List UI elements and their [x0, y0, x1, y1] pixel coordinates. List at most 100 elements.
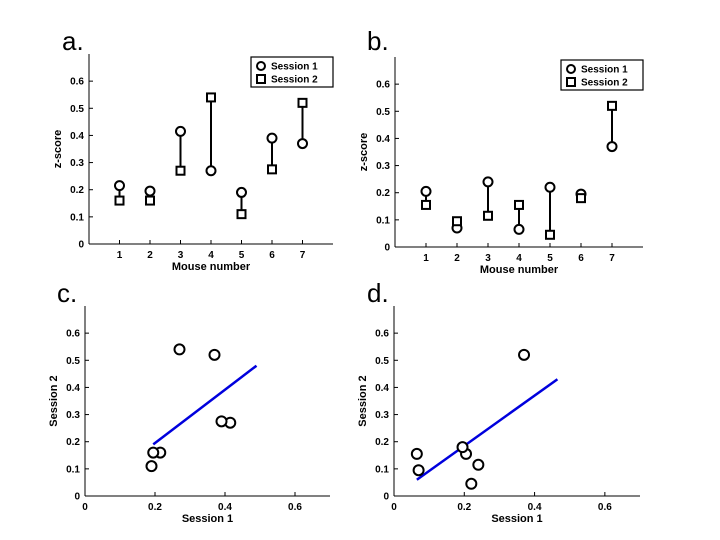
panel-label-c: c. — [57, 278, 78, 308]
data-point — [412, 464, 425, 477]
x-tick-label: 0.2 — [148, 502, 162, 513]
session-1-point — [297, 138, 308, 150]
y-tick-label: 0.3 — [376, 161, 390, 172]
y-tick-label: 0.1 — [376, 215, 390, 226]
legend-square-marker — [256, 74, 266, 84]
y-tick-label: 0.2 — [375, 437, 389, 448]
x-tick-label: 5 — [239, 250, 245, 261]
session-1-point — [175, 125, 186, 137]
y-tick-label: 0 — [383, 492, 389, 503]
session-1-point — [482, 176, 494, 188]
session-2-point — [452, 216, 462, 227]
session-1-point — [205, 165, 217, 177]
y-tick-label: 0.6 — [66, 329, 80, 340]
y-tick-label: 0.6 — [375, 329, 389, 340]
session-2-point — [145, 195, 155, 206]
y-axis-label: Session 2 — [48, 375, 60, 426]
session-2-point — [545, 229, 555, 240]
data-point — [215, 415, 228, 428]
legend-square-marker — [566, 77, 576, 87]
x-tick-label: 6 — [578, 253, 584, 264]
y-tick-label: 0 — [78, 240, 84, 251]
x-tick-label: 0 — [82, 502, 88, 513]
y-tick-label: 0.2 — [66, 437, 80, 448]
x-tick-label: 3 — [485, 253, 491, 264]
legend-label: Session 1 — [581, 65, 628, 76]
x-tick-label: 7 — [300, 250, 306, 261]
y-tick-label: 0.4 — [70, 131, 84, 142]
x-tick-label: 4 — [516, 253, 522, 264]
y-tick-label: 0.1 — [70, 212, 84, 223]
x-axis-label: Mouse number — [172, 261, 251, 273]
x-tick-label: 2 — [454, 253, 460, 264]
session-1-point — [266, 132, 278, 144]
regression-line — [152, 364, 258, 446]
session-1-point — [420, 185, 432, 197]
y-tick-label: 0.5 — [66, 356, 80, 367]
session-2-point — [236, 209, 247, 220]
session-1-point — [606, 141, 618, 153]
x-tick-label: 0.4 — [218, 502, 232, 513]
y-tick-label: 0.1 — [375, 464, 389, 475]
session-2-point — [267, 164, 277, 175]
data-point — [465, 477, 478, 490]
session-1-point — [513, 223, 525, 235]
session-2-point — [421, 199, 431, 210]
y-tick-label: 0.5 — [70, 104, 84, 115]
y-tick-label: 0.5 — [376, 107, 390, 118]
data-point — [145, 460, 158, 473]
x-tick-label: 4 — [208, 250, 214, 261]
y-tick-label: 0.3 — [70, 158, 84, 169]
y-tick-label: 0.3 — [66, 410, 80, 421]
y-axis-label: Session 2 — [357, 375, 369, 426]
y-tick-label: 0.3 — [375, 410, 389, 421]
data-point — [208, 348, 221, 361]
legend-label: Session 2 — [271, 75, 318, 86]
data-point — [472, 458, 485, 471]
x-tick-label: 5 — [547, 253, 553, 264]
session-2-point — [175, 165, 186, 176]
x-axis-label: Session 1 — [491, 513, 542, 525]
panel-label-d: d. — [367, 278, 389, 308]
session-1-point — [114, 180, 125, 192]
panel-label-b: b. — [367, 26, 389, 56]
x-axis-label: Mouse number — [480, 264, 559, 276]
x-tick-label: 1 — [423, 253, 429, 264]
x-axis-label: Session 1 — [182, 513, 233, 525]
y-tick-label: 0.5 — [375, 356, 389, 367]
regression-line — [416, 378, 559, 481]
y-tick-label: 0.6 — [70, 77, 84, 88]
y-tick-label: 0.4 — [66, 383, 80, 394]
session-2-point — [297, 97, 308, 108]
x-tick-label: 0.6 — [598, 502, 612, 513]
data-point — [147, 446, 160, 459]
session-2-point — [514, 199, 524, 210]
data-point — [410, 447, 423, 460]
legend-label: Session 2 — [581, 78, 628, 89]
legend-circle-marker — [566, 64, 576, 74]
session-2-point — [483, 210, 493, 221]
y-tick-label: 0.2 — [376, 188, 390, 199]
session-2-point — [607, 100, 617, 111]
y-axis-label: z-score — [52, 130, 64, 169]
session-2-point — [576, 193, 586, 204]
x-tick-label: 0.6 — [288, 502, 302, 513]
session-1-point — [544, 181, 556, 193]
x-tick-label: 0 — [391, 502, 397, 513]
session-1-point — [144, 185, 156, 197]
x-tick-label: 2 — [147, 250, 153, 261]
x-tick-label: 0.4 — [528, 502, 542, 513]
session-1-point — [236, 186, 247, 198]
y-tick-label: 0 — [74, 492, 80, 503]
session-2-point — [206, 92, 216, 103]
y-tick-label: 0.2 — [70, 185, 84, 196]
y-axis-label: z-score — [358, 133, 370, 172]
y-tick-label: 0 — [384, 243, 390, 254]
y-tick-label: 0.1 — [66, 464, 80, 475]
x-tick-label: 0.2 — [457, 502, 471, 513]
panel-label-a: a. — [62, 26, 84, 56]
x-tick-label: 1 — [117, 250, 123, 261]
y-tick-label: 0.4 — [376, 134, 390, 145]
x-tick-label: 6 — [269, 250, 275, 261]
